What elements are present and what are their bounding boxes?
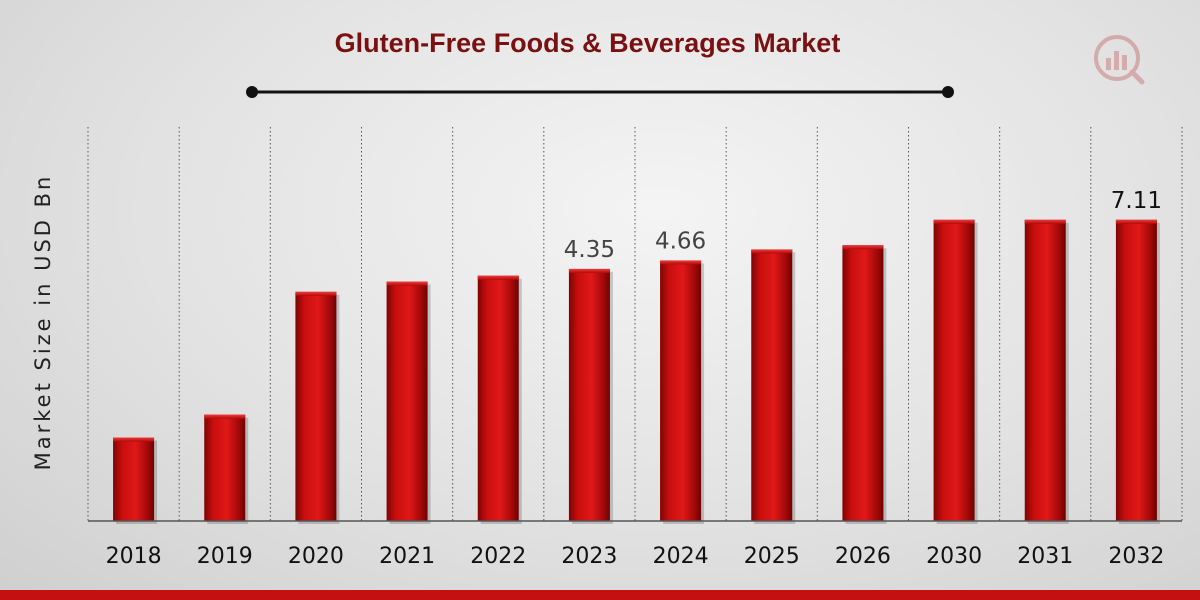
title-underline — [246, 86, 954, 98]
data-label: 4.66 — [655, 228, 706, 254]
bar-2025 — [751, 249, 796, 524]
bar-cap — [113, 437, 155, 442]
bar-2018 — [113, 437, 158, 524]
bar-cap — [751, 249, 793, 254]
bar-body — [477, 275, 519, 521]
bar-cap — [295, 291, 337, 296]
bar-2031 — [1024, 219, 1069, 524]
bar-body — [660, 260, 702, 521]
bar-body — [1115, 219, 1157, 521]
x-tick-label: 2025 — [744, 544, 800, 569]
bar-body — [751, 249, 793, 521]
x-tick-label: 2030 — [926, 544, 982, 569]
x-tick-label: 2024 — [653, 544, 709, 569]
bar-cap — [204, 414, 246, 419]
bar-cap — [1024, 219, 1066, 224]
data-label: 4.35 — [564, 237, 615, 263]
bar-2020 — [295, 291, 340, 524]
bar-body — [568, 268, 610, 521]
data-labels: 4.35 4.66 7.11 — [564, 188, 1162, 263]
bar-2023 — [568, 268, 613, 524]
x-tick-label: 2020 — [288, 544, 344, 569]
bar-body — [933, 219, 975, 521]
x-tick-label: 2032 — [1108, 544, 1164, 569]
x-tick-label: 2018 — [106, 544, 162, 569]
bar-cap — [660, 260, 702, 265]
bar-body — [113, 437, 155, 521]
bar-cap — [477, 275, 519, 280]
bar-cap — [568, 268, 610, 273]
bar-2022 — [477, 275, 522, 524]
x-tick-label: 2022 — [470, 544, 526, 569]
bottom-accent-strip — [0, 590, 1200, 600]
bar-cap — [1115, 219, 1157, 224]
bar-cap — [842, 245, 884, 250]
bar-2021 — [386, 281, 431, 524]
bar-2024 — [660, 260, 705, 524]
bar-2032 — [1115, 219, 1160, 524]
x-axis-ticks: 2018 2019 2020 2021 2022 2023 2024 2025 2026 2030… — [106, 544, 1165, 569]
bar-2026 — [842, 245, 887, 524]
x-tick-label: 2026 — [835, 544, 891, 569]
bar-body — [1024, 219, 1066, 521]
bars — [113, 219, 1160, 524]
x-tick-label: 2031 — [1017, 544, 1073, 569]
bar-body — [295, 291, 337, 521]
x-tick-label: 2023 — [561, 544, 617, 569]
bar-body — [204, 414, 246, 521]
x-tick-label: 2019 — [197, 544, 253, 569]
bar-cap — [933, 219, 975, 224]
bar-body — [386, 281, 428, 521]
chart-title: Gluten-Free Foods & Beverages Market — [334, 28, 841, 58]
bar-2019 — [204, 414, 249, 524]
x-tick-label: 2021 — [379, 544, 435, 569]
data-label: 7.11 — [1111, 188, 1162, 214]
grid-lines — [87, 127, 1183, 521]
bar-cap — [386, 281, 428, 286]
watermark-logo-icon — [1094, 35, 1145, 85]
bar-2030 — [933, 219, 978, 524]
bar-body — [842, 245, 884, 521]
